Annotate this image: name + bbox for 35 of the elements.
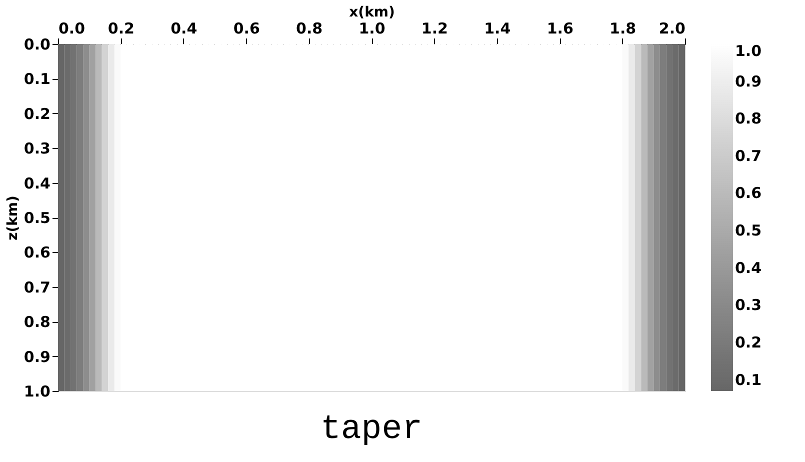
color-bar-label: 0.5 (735, 222, 762, 240)
x-tick-label: 1.4 (484, 20, 511, 38)
x-tick-label: 1.0 (358, 20, 386, 38)
y-axis-title: z(km) (4, 196, 21, 240)
x-tick-label: 0.8 (296, 20, 323, 38)
color-bar-label: 0.1 (735, 370, 762, 389)
x-tick-label: 1.2 (421, 20, 448, 38)
y-tick-label: 0.3 (24, 140, 50, 158)
x-tick-label: 1.8 (610, 20, 636, 38)
y-tick-label: 0.5 (24, 209, 50, 227)
y-tick-label: 0.9 (24, 348, 50, 366)
text: taper (320, 411, 423, 449)
y-tick-label: 0.1 (24, 70, 50, 88)
y-tick-label: 0.4 (24, 174, 50, 192)
color-bar-label: 0.4 (735, 258, 762, 277)
color-bar-label: 0.7 (735, 146, 762, 165)
y-tick-label: 0.0 (24, 36, 50, 54)
x-tick-label: 0.6 (233, 20, 260, 38)
x-tick-label: 0.2 (108, 20, 134, 38)
y-tick-label: 0.7 (24, 278, 50, 296)
color-bar-label: 0.6 (735, 184, 762, 202)
y-tick-label: 0.8 (24, 313, 50, 332)
x-axis-title: x(km) (349, 4, 395, 20)
color-bar-label: 0.8 (735, 110, 762, 128)
x-tick-label: 2.0 (658, 20, 686, 38)
y-tick-label: 0.6 (24, 244, 50, 262)
x-tick-label: 0.0 (58, 20, 86, 38)
y-tick-label: 1.0 (24, 382, 50, 400)
color-bar-label: 0.9 (735, 72, 762, 90)
color-bar-label: 1.0 (735, 42, 762, 60)
color-bar-label: 0.3 (735, 296, 762, 314)
y-tick-label: 0.2 (24, 104, 50, 123)
color-bar-label: 0.2 (735, 333, 762, 352)
x-tick-label: 1.6 (546, 20, 574, 38)
x-tick-label: 0.4 (170, 20, 198, 38)
